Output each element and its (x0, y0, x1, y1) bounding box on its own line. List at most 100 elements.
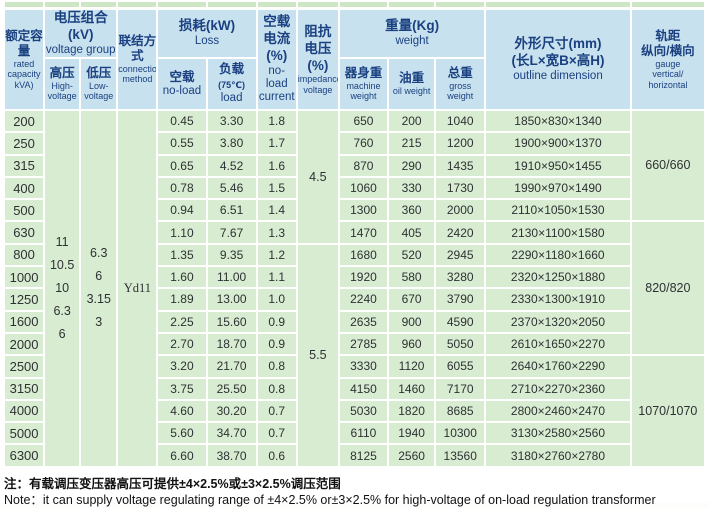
gross-weight-cell: 8685 (434, 398, 487, 424)
header-low-voltage: 低压 Low-voltage (79, 56, 119, 111)
no-load-current-cell: 1.6 (255, 153, 298, 178)
gross-weight-cell: 13560 (434, 443, 487, 468)
machine-weight-cell: 650 (337, 108, 390, 134)
top-strip-cell (79, 0, 119, 10)
header-no-load-current: 空载电流(%) no-load current (255, 7, 298, 111)
header-rated-capacity-zh: 额定容量 (5, 28, 43, 58)
header-row-1: 额定容量 rated capacity kVA) 电压组合(kV) voltag… (2, 7, 707, 111)
table-row: 315 0.65 4.52 1.6 870 290 1435 1910×950×1455 (2, 153, 705, 178)
header-connection-zh: 联结方式 (118, 34, 157, 64)
header-load-loss: 负载(75℃) load (205, 56, 258, 111)
no-load-loss-cell: 6.60 (156, 443, 208, 468)
top-strip-cell (2, 0, 46, 10)
no-load-current-cell: 1.3 (255, 220, 298, 245)
high-voltage-cell: 11 10.5 10 6.3 6 (43, 108, 82, 468)
machine-weight-cell: 870 (337, 153, 390, 178)
top-strip-cell (387, 0, 437, 10)
top-strip-cell (337, 0, 390, 10)
header-outline-dimension: 外形尺寸(mm) (长L×宽B×高H) outline dimension (484, 7, 632, 111)
no-load-current-cell: 0.8 (255, 354, 298, 379)
oil-weight-cell: 1820 (387, 398, 437, 424)
load-loss-cell: 7.67 (205, 220, 258, 245)
stacked-value: 3.15 (86, 292, 111, 307)
header-oil-en: oil weight (392, 86, 431, 97)
top-strip-row (2, 0, 707, 10)
header-no-load-loss: 空载 no-load (156, 56, 208, 111)
table-row: 1000 1.60 11.00 1.1 1920 580 3280 2320×1250×188… (2, 265, 705, 290)
gross-weight-cell: 5050 (434, 331, 487, 357)
kva-capacity-cell: 500 (2, 198, 46, 223)
no-load-loss-cell: 1.10 (156, 220, 208, 245)
table-row: 6300 6.60 38.70 0.6 8125 2560 13560 3180×2760×2… (2, 443, 705, 468)
header-gauge-en2: vertical/ (652, 69, 684, 80)
header-impedance-zh: 阻抗电压(%) (304, 23, 332, 73)
oil-weight-cell: 520 (387, 242, 437, 268)
table-row: 2000 2.70 18.70 0.9 2785 960 5050 2610×1650×227… (2, 331, 705, 357)
header-outline-en: outline dimension (513, 69, 603, 82)
outline-dimension-cell: 2370×1320×2050 (484, 309, 632, 334)
no-load-current-cell: 1.7 (255, 131, 298, 156)
table-row: 200 11 10.5 10 6.3 6 6.3 6 3.15 3 Yd11 0.45 3.30 1.8 4… (2, 108, 707, 468)
top-strip-cell (629, 0, 707, 10)
no-load-loss-cell: 1.60 (156, 265, 208, 290)
kva-capacity-cell: 630 (2, 220, 46, 245)
header-lv-en: Low-voltage (84, 81, 114, 102)
header-no-load-zh: 空载 (169, 69, 195, 84)
machine-weight-cell: 2785 (337, 331, 390, 357)
header-row-2: 高压 High-voltage 低压 Low-voltage 空载 no-loa… (4, 56, 705, 111)
no-load-loss-cell: 0.45 (156, 108, 208, 134)
outline-dimension-cell: 2110×1050×1530 (484, 198, 632, 223)
table-row: 5000 5.60 34.70 0.7 6110 1940 10300 3130×2580×2… (2, 421, 705, 446)
gauge-cell: 1070/1070 (629, 354, 707, 468)
kva-capacity-cell: 5000 (2, 421, 46, 446)
table-row: 1250 1.89 13.00 1.0 2240 670 3790 2330×1300×191… (2, 287, 705, 312)
header-gauge-zh1: 轨距 (655, 28, 681, 43)
stacked-value: 11 (55, 234, 69, 249)
header-rated-capacity: 额定容量 rated capacity kVA) (2, 7, 46, 111)
connection-method-cell: Yd11 (116, 108, 159, 468)
no-load-loss-cell: 2.70 (156, 331, 208, 357)
kva-capacity-cell: 200 (2, 108, 46, 134)
kva-capacity-cell: 800 (2, 242, 46, 268)
kva-capacity-cell: 400 (2, 175, 46, 201)
impedance-voltage-cell: 4.5 (295, 108, 340, 245)
table-row: 3150 3.75 25.50 0.8 4150 1460 7170 2710×2270×23… (2, 376, 705, 401)
no-load-current-cell: 0.6 (255, 443, 298, 468)
oil-weight-cell: 670 (387, 287, 437, 312)
stacked-value: 6 (58, 326, 66, 341)
oil-weight-cell: 2560 (387, 443, 437, 468)
top-strip-cell (295, 0, 340, 10)
footnote: 注：有载调压变压器高压可提供±4×2.5%或±3×2.5%调压范围 Note：i… (4, 476, 709, 508)
outline-dimension-cell: 2610×1650×2270 (484, 331, 632, 357)
no-load-current-cell: 1.5 (255, 175, 298, 201)
machine-weight-cell: 4150 (337, 376, 390, 401)
header-loss: 损耗(kW) Loss (156, 7, 258, 59)
table-row: 2500 3.20 21.70 0.8 3330 1120 6055 2640×1760×22… (2, 354, 707, 468)
table-row: 630 1.10 7.67 1.3 1470 405 2420 2130×1100×1580 8… (2, 220, 707, 357)
impedance-voltage-cell: 5.5 (295, 242, 340, 468)
header-no-load-current-en: no-load current (258, 64, 295, 104)
header-gauge: 轨距 纵向/横向 gauge vertical/ horizontal (629, 7, 707, 111)
gross-weight-cell: 2420 (434, 220, 487, 245)
no-load-current-cell: 0.7 (255, 398, 298, 424)
no-load-current-cell: 1.4 (255, 198, 298, 223)
outline-dimension-cell: 2710×2270×2360 (484, 376, 632, 401)
machine-weight-cell: 1060 (337, 175, 390, 201)
table-row: 4000 4.60 30.20 0.7 5030 1820 8685 2800×2460×24… (2, 398, 705, 424)
gross-weight-cell: 1730 (434, 175, 487, 201)
no-load-loss-cell: 1.35 (156, 242, 208, 268)
header-rated-capacity-en: rated capacity kVA) (7, 58, 41, 90)
stacked-value: 3 (95, 315, 103, 330)
stacked-value: 10 (55, 280, 70, 295)
outline-dimension-cell: 2330×1300×1910 (484, 287, 632, 312)
outline-dimension-cell: 1850×830×1340 (484, 108, 632, 134)
oil-weight-cell: 360 (387, 198, 437, 223)
no-load-current-cell: 1.8 (255, 108, 298, 134)
gross-weight-cell: 2945 (434, 242, 487, 268)
gauge-cell: 660/660 (629, 108, 707, 223)
no-load-current-cell: 0.9 (255, 331, 298, 357)
kva-capacity-cell: 6300 (2, 443, 46, 468)
stacked-value: 6 (95, 269, 103, 284)
header-weight-zh: 重量(Kg) (385, 18, 440, 34)
